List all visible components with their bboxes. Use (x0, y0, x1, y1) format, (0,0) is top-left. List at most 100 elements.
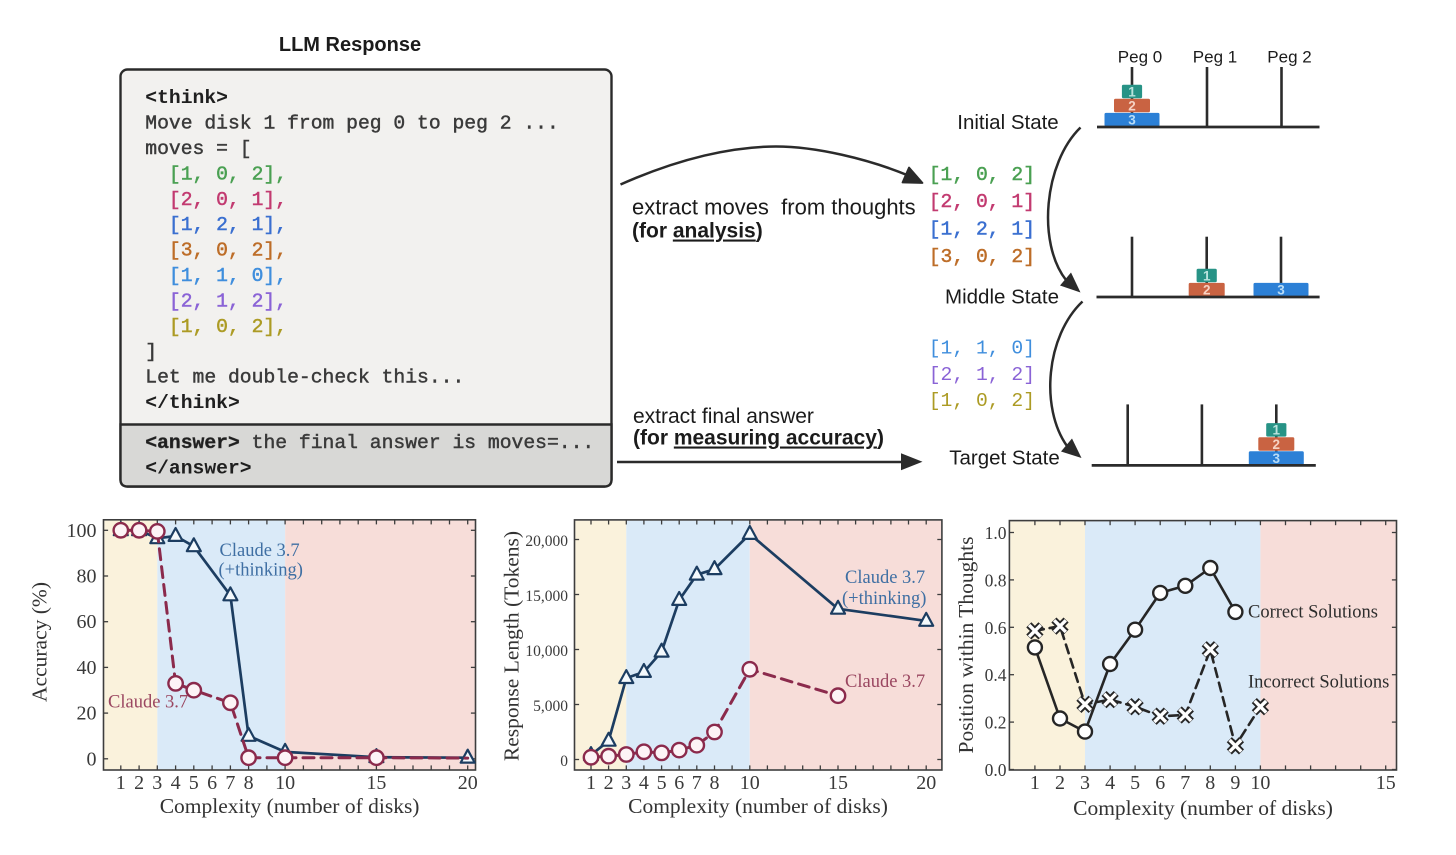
svg-text:3: 3 (1273, 451, 1281, 466)
svg-text:(for measuring accuracy): (for measuring accuracy) (633, 427, 884, 450)
svg-text:2: 2 (1128, 98, 1136, 113)
svg-text:Claude 3.7: Claude 3.7 (845, 568, 925, 588)
svg-text:Claude 3.7: Claude 3.7 (845, 672, 925, 692)
svg-text:[2, 0, 1]: [2, 0, 1] (929, 191, 1035, 213)
svg-text:Incorrect Solutions: Incorrect Solutions (1248, 673, 1389, 693)
svg-text:Accuracy (%): Accuracy (%) (28, 582, 52, 702)
svg-text:[1, 0, 2],: [1, 0, 2], (169, 316, 287, 338)
svg-text:[1, 1, 0]: [1, 1, 0] (929, 338, 1035, 360)
svg-text:]: ] (145, 341, 157, 363)
svg-text:1: 1 (1128, 84, 1136, 99)
svg-text:3: 3 (621, 772, 631, 794)
svg-text:4: 4 (171, 772, 181, 794)
svg-text:20: 20 (458, 772, 478, 794)
svg-text:[1, 0, 2]: [1, 0, 2] (929, 390, 1035, 412)
svg-text:0: 0 (560, 753, 568, 770)
svg-text:1: 1 (116, 772, 126, 794)
svg-text:5: 5 (1130, 772, 1140, 794)
svg-text:[1, 0, 2]: [1, 0, 2] (929, 164, 1035, 186)
svg-text:8: 8 (710, 772, 720, 794)
svg-text:0: 0 (87, 748, 97, 770)
svg-text:[3, 0, 2]: [3, 0, 2] (929, 246, 1035, 268)
svg-text:Response Length (Tokens): Response Length (Tokens) (500, 531, 524, 761)
svg-text:<answer> the final answer is m: <answer> the final answer is moves=... (145, 432, 594, 454)
svg-text:extract final answer: extract final answer (633, 405, 814, 428)
svg-text:10: 10 (275, 772, 295, 794)
svg-text:2: 2 (604, 772, 614, 794)
svg-text:0.8: 0.8 (985, 570, 1007, 590)
svg-text:[1, 1, 0],: [1, 1, 0], (169, 265, 287, 287)
svg-text:4: 4 (1105, 772, 1115, 794)
svg-text:(+thinking): (+thinking) (842, 589, 926, 609)
svg-text:[2, 1, 2]: [2, 1, 2] (929, 364, 1035, 386)
svg-text:1: 1 (1030, 772, 1040, 794)
svg-text:3: 3 (1277, 283, 1285, 298)
svg-text:<think>: <think> (145, 87, 228, 109)
svg-text:4: 4 (639, 772, 649, 794)
svg-text:2: 2 (1203, 283, 1211, 298)
svg-text:80: 80 (77, 566, 97, 588)
svg-text:5: 5 (657, 772, 667, 794)
svg-text:15: 15 (1376, 772, 1396, 794)
svg-text:Correct Solutions: Correct Solutions (1248, 603, 1378, 623)
svg-text:(+thinking): (+thinking) (219, 561, 303, 581)
svg-text:5: 5 (189, 772, 199, 794)
svg-text:7: 7 (225, 772, 235, 794)
svg-text:Peg 0: Peg 0 (1118, 48, 1162, 67)
svg-text:6: 6 (674, 772, 684, 794)
svg-text:20: 20 (77, 703, 97, 725)
svg-text:9: 9 (1230, 772, 1240, 794)
svg-text:Claude 3.7: Claude 3.7 (108, 693, 188, 713)
svg-text:Complexity (number of disks): Complexity (number of disks) (628, 794, 888, 818)
svg-text:1: 1 (1203, 268, 1211, 283)
svg-text:Position within Thoughts: Position within Thoughts (954, 536, 978, 753)
svg-text:[2, 1, 2],: [2, 1, 2], (169, 290, 287, 312)
svg-text:7: 7 (1180, 772, 1190, 794)
svg-text:Claude 3.7: Claude 3.7 (220, 541, 300, 561)
svg-text:15,000: 15,000 (525, 588, 568, 605)
svg-text:moves = [: moves = [ (145, 138, 251, 160)
svg-text:3: 3 (1080, 772, 1090, 794)
svg-text:Middle State: Middle State (945, 286, 1059, 309)
svg-text:</answer>: </answer> (145, 458, 251, 480)
svg-text:15: 15 (828, 772, 848, 794)
svg-text:8: 8 (244, 772, 254, 794)
svg-text:Move disk 1 from peg 0 to peg: Move disk 1 from peg 0 to peg 2 ... (145, 113, 559, 135)
svg-text:Peg 1: Peg 1 (1193, 48, 1237, 67)
svg-text:Complexity (number of disks): Complexity (number of disks) (160, 794, 420, 818)
svg-text:8: 8 (1205, 772, 1215, 794)
svg-text:Initial State: Initial State (957, 111, 1058, 134)
svg-text:3: 3 (1128, 113, 1136, 128)
svg-text:[3, 0, 2],: [3, 0, 2], (169, 240, 287, 262)
svg-text:2: 2 (1055, 772, 1065, 794)
svg-text:6: 6 (207, 772, 217, 794)
svg-text:Target State: Target State (949, 447, 1060, 470)
svg-text:3: 3 (152, 772, 162, 794)
svg-text:extract moves from thoughts: extract moves from thoughts (632, 195, 916, 220)
svg-text:[2, 0, 1],: [2, 0, 1], (169, 189, 287, 211)
svg-text:0.0: 0.0 (985, 760, 1007, 780)
svg-text:</think>: </think> (145, 392, 240, 414)
svg-text:0.4: 0.4 (985, 665, 1007, 685)
svg-text:1.0: 1.0 (985, 523, 1007, 543)
svg-text:15: 15 (366, 772, 386, 794)
svg-text:2: 2 (134, 772, 144, 794)
svg-text:20: 20 (916, 772, 936, 794)
svg-text:0.2: 0.2 (985, 713, 1007, 733)
svg-text:Complexity (number of disks): Complexity (number of disks) (1073, 796, 1333, 820)
svg-text:0.6: 0.6 (985, 618, 1007, 638)
svg-text:10: 10 (1250, 772, 1270, 794)
svg-text:60: 60 (77, 611, 97, 633)
svg-text:LLM Response: LLM Response (279, 34, 421, 56)
svg-text:[1, 2, 1],: [1, 2, 1], (169, 214, 287, 236)
svg-text:10: 10 (740, 772, 760, 794)
svg-text:5,000: 5,000 (533, 698, 568, 715)
svg-text:7: 7 (692, 772, 702, 794)
svg-text:40: 40 (77, 657, 97, 679)
svg-text:(for analysis): (for analysis) (632, 220, 763, 243)
svg-text:[1, 2, 1]: [1, 2, 1] (929, 219, 1035, 241)
svg-text:[1, 0, 2],: [1, 0, 2], (169, 163, 287, 185)
svg-text:100: 100 (67, 520, 97, 542)
svg-text:Peg 2: Peg 2 (1267, 48, 1311, 67)
svg-text:1: 1 (1273, 423, 1281, 438)
